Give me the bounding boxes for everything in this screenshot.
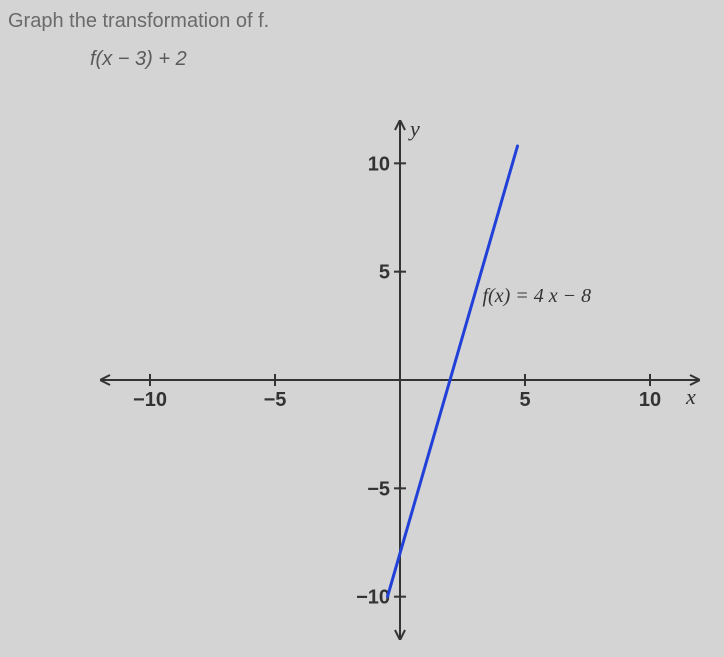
page-root: Graph the transformation of f. f(x − 3) … <box>0 0 724 657</box>
x-tick-label: 5 <box>519 389 530 411</box>
x-tick-label: 10 <box>639 389 661 411</box>
formula-text: f(x − 3) + 2 <box>90 48 187 71</box>
x-tick-label: −10 <box>133 389 167 411</box>
y-axis-label: y <box>408 120 420 141</box>
function-line <box>388 146 518 597</box>
function-chart: y x −10 −5 5 10 −10 −5 5 10 f(x) = 4 x − 8 <box>100 120 700 640</box>
y-tick-label: 10 <box>368 153 390 175</box>
y-tick-label: 5 <box>379 262 390 284</box>
chart-svg: y x −10 −5 5 10 −10 −5 5 10 f(x) = 4 x − 8 <box>100 120 700 640</box>
x-tick-label: −5 <box>264 389 287 411</box>
y-tick-label: −5 <box>367 478 390 500</box>
function-label: f(x) = 4 x − 8 <box>483 285 592 307</box>
x-axis-label: x <box>685 384 696 409</box>
y-tick-label: −10 <box>356 587 390 609</box>
prompt-text: Graph the transformation of f. <box>8 10 269 33</box>
